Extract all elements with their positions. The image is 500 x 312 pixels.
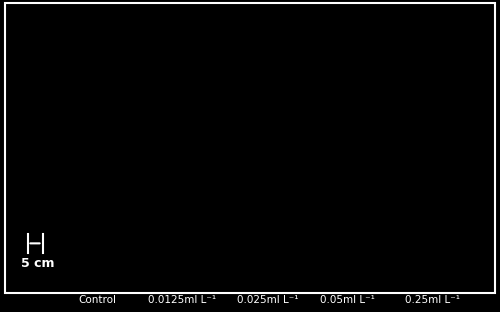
Text: 0.25ml L⁻¹: 0.25ml L⁻¹ [405, 295, 460, 305]
Text: 0.0125ml L⁻¹: 0.0125ml L⁻¹ [148, 295, 216, 305]
Text: 0.025ml L⁻¹: 0.025ml L⁻¹ [237, 295, 298, 305]
Text: 5 cm: 5 cm [21, 257, 54, 270]
Text: 0.05ml L⁻¹: 0.05ml L⁻¹ [320, 295, 375, 305]
Text: Control: Control [78, 295, 116, 305]
